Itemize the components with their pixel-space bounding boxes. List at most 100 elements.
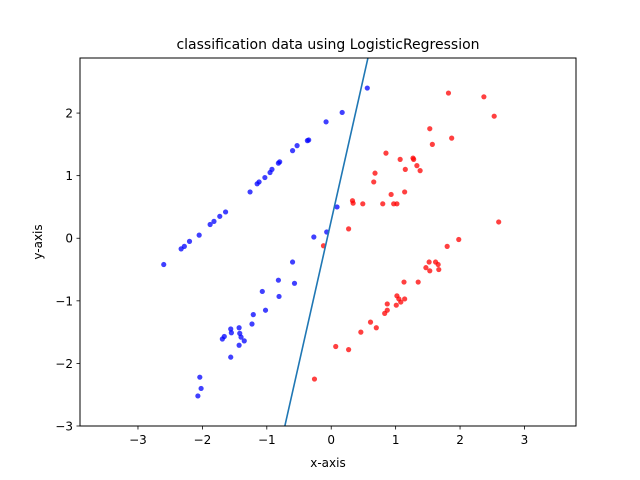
- data-point: [256, 179, 262, 185]
- data-point: [346, 347, 352, 353]
- data-point: [249, 321, 255, 327]
- data-point: [394, 201, 400, 207]
- x-tick-label: −3: [129, 433, 147, 447]
- data-point: [384, 301, 390, 307]
- data-point: [398, 299, 404, 305]
- data-point: [339, 109, 345, 116]
- data-point: [291, 280, 298, 286]
- x-tick-label: −2: [194, 433, 212, 447]
- data-point: [402, 166, 408, 172]
- data-point: [414, 163, 420, 169]
- data-point: [228, 330, 234, 336]
- data-point: [393, 302, 399, 308]
- data-point: [401, 279, 407, 285]
- data-point: [449, 135, 455, 141]
- x-axis-label: x-axis: [310, 456, 345, 470]
- data-point: [491, 113, 497, 119]
- data-point: [228, 354, 234, 360]
- data-point: [276, 293, 282, 300]
- data-point: [311, 234, 317, 240]
- data-point: [238, 334, 244, 340]
- data-point: [196, 232, 202, 238]
- data-point: [236, 342, 242, 348]
- data-point: [380, 201, 386, 207]
- data-point: [350, 200, 356, 206]
- data-point: [333, 343, 339, 350]
- data-point: [358, 329, 364, 335]
- series-1: [311, 90, 502, 382]
- data-point: [236, 325, 242, 331]
- data-point: [269, 166, 275, 172]
- data-point: [161, 261, 167, 268]
- data-point: [186, 238, 193, 244]
- data-point: [198, 385, 204, 392]
- data-point: [247, 189, 253, 195]
- data-point: [364, 85, 370, 91]
- data-point: [222, 209, 229, 215]
- data-point: [219, 336, 225, 342]
- data-point: [372, 170, 378, 176]
- data-point: [436, 266, 442, 273]
- data-point: [371, 179, 377, 185]
- y-axis-label: y-axis: [31, 224, 45, 259]
- data-point: [402, 296, 408, 302]
- x-tick-label: 1: [392, 433, 400, 447]
- x-tick-label: 3: [521, 433, 529, 447]
- data-point: [259, 288, 265, 295]
- y-tick-label: 0: [65, 232, 73, 246]
- data-point: [423, 265, 429, 271]
- data-point: [207, 221, 213, 228]
- data-point: [383, 150, 389, 156]
- data-point: [435, 261, 441, 268]
- data-point: [217, 213, 223, 219]
- data-point: [323, 119, 329, 125]
- data-point: [262, 307, 269, 313]
- x-tick-label: 0: [327, 433, 335, 447]
- y-tick-label: −3: [55, 420, 73, 434]
- data-point: [445, 90, 452, 96]
- data-point: [456, 236, 462, 243]
- y-tick-label: −2: [55, 357, 73, 371]
- data-point: [241, 338, 247, 344]
- data-point: [306, 137, 312, 143]
- axis-ticks: −3 −2 −1 0 1 2 3 −3 −2 −1 0 1 2: [55, 107, 528, 447]
- data-point: [289, 259, 296, 265]
- data-point: [397, 156, 403, 162]
- data-point: [262, 174, 268, 181]
- data-point: [277, 159, 283, 165]
- data-point: [427, 126, 433, 132]
- y-tick-label: 2: [65, 107, 73, 121]
- series-0: [161, 85, 370, 399]
- data-point: [382, 310, 388, 316]
- y-tick-label: −1: [55, 294, 73, 308]
- data-point: [373, 325, 379, 331]
- y-tick-label: 1: [65, 169, 73, 183]
- data-point: [429, 141, 435, 147]
- data-point: [275, 277, 281, 283]
- data-point: [195, 393, 201, 399]
- data-point: [181, 243, 187, 249]
- data-point: [250, 312, 256, 318]
- data-point: [444, 243, 450, 249]
- data-point: [411, 156, 417, 162]
- chart-title: classification data using LogisticRegres…: [176, 37, 479, 53]
- data-point: [496, 219, 502, 225]
- data-point: [311, 376, 318, 382]
- data-point: [294, 143, 300, 149]
- data-point: [388, 191, 394, 198]
- x-tick-label: 2: [456, 433, 464, 447]
- data-point: [415, 279, 421, 285]
- data-point: [417, 168, 423, 174]
- axes-frame: [79, 57, 577, 427]
- data-point: [334, 204, 340, 210]
- data-point: [481, 94, 487, 100]
- data-point: [211, 218, 217, 224]
- data-point: [289, 148, 296, 154]
- data-point: [402, 189, 408, 195]
- decision-boundary-line: [284, 58, 369, 426]
- data-point: [426, 259, 432, 265]
- data-point: [427, 268, 433, 274]
- data-point: [197, 374, 203, 380]
- x-tick-label: −1: [258, 433, 276, 447]
